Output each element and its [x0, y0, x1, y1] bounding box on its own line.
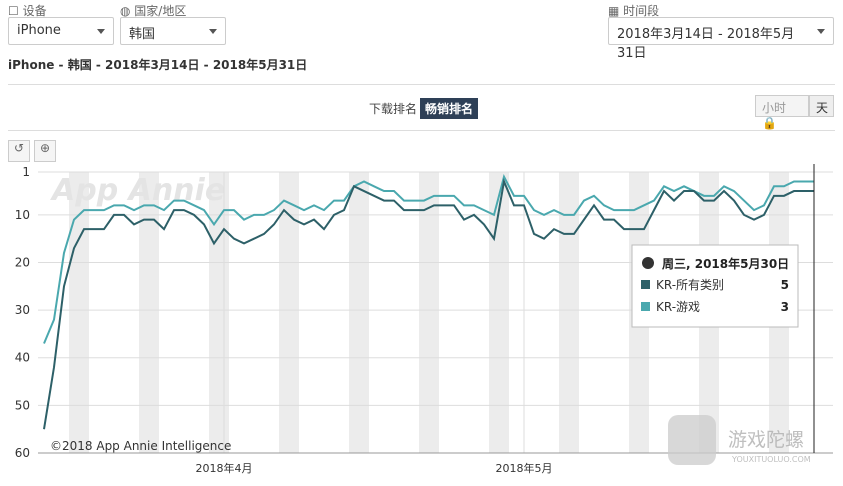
tooltip-value: 3 — [781, 300, 789, 314]
weekend-band — [139, 172, 159, 453]
logo-name: 游戏陀螺 — [728, 429, 804, 451]
x-tick-label: 2018年4月 — [196, 461, 253, 475]
zoom-button[interactable]: ⊕ — [34, 140, 56, 162]
y-tick-label: 10 — [15, 208, 30, 222]
toggle-text: 小时 — [762, 101, 787, 115]
tab[interactable]: 下载排名 — [369, 102, 418, 116]
period-label: ▦ 时间段 — [608, 4, 660, 18]
device-dropdown[interactable]: iPhone — [8, 17, 114, 45]
tooltip-value: 5 — [781, 278, 789, 292]
legend-name: KR-所有类别 — [656, 278, 724, 292]
weekend-bands — [69, 172, 789, 453]
y-tick-label: 20 — [15, 255, 30, 269]
series-line — [43, 174, 814, 344]
tab-active[interactable]: 畅销排名 — [420, 98, 479, 119]
divider — [8, 130, 835, 131]
tooltip-title: 周三, 2018年5月30日 — [662, 256, 789, 271]
toggle[interactable]: 小时 🔒 — [755, 95, 809, 130]
y-tick-label: 50 — [15, 398, 30, 412]
y-tick-label: 40 — [15, 351, 30, 365]
globe-icon — [642, 257, 654, 269]
tooltip: 周三, 2018年5月30日 KR-所有类别 5 KR-游戏 3 — [631, 244, 799, 328]
logo-url: YOUXITUOLUO.COM — [731, 455, 811, 464]
watermark: App Annie — [50, 173, 225, 208]
toggle[interactable]: 天 — [809, 95, 834, 117]
legend-swatch — [641, 280, 650, 289]
series-line — [43, 177, 814, 430]
period-label-text: 时间段 — [623, 4, 660, 18]
weekend-band — [419, 172, 439, 453]
y-tick-label: 1 — [22, 165, 30, 179]
divider — [8, 84, 835, 85]
copyright: ©2018 App Annie Intelligence — [50, 439, 231, 453]
reset-button[interactable]: ↺ — [8, 140, 30, 162]
device-label-text: 设备 — [22, 4, 47, 18]
country-label-text: 国家/地区 — [134, 4, 187, 18]
y-tick-label: 30 — [15, 303, 30, 317]
subtitle: iPhone - 韩国 - 2018年3月14日 - 2018年5月31日 — [8, 58, 308, 72]
x-tick-label: 2018年5月 — [496, 461, 553, 475]
weekend-band — [69, 172, 89, 453]
weekend-band — [489, 172, 509, 453]
logo: 游戏陀螺 YOUXITUOLUO.COM — [668, 415, 811, 465]
legend-name: KR-游戏 — [656, 300, 700, 314]
weekend-band — [279, 172, 299, 453]
period-dropdown[interactable]: 2018年3月14日 - 2018年5月31日 — [608, 17, 834, 61]
country-dropdown[interactable]: 韩国 — [120, 17, 226, 45]
tooltip-box — [631, 244, 799, 328]
weekend-band — [559, 172, 579, 453]
weekend-band — [349, 172, 369, 453]
weekend-band — [209, 172, 229, 453]
y-tick-label: 60 — [15, 446, 30, 460]
country-label: ◍ 国家/地区 — [120, 4, 187, 18]
logo-icon — [668, 415, 716, 465]
legend-swatch — [641, 302, 650, 311]
device-label: ☐ 设备 — [8, 4, 47, 18]
